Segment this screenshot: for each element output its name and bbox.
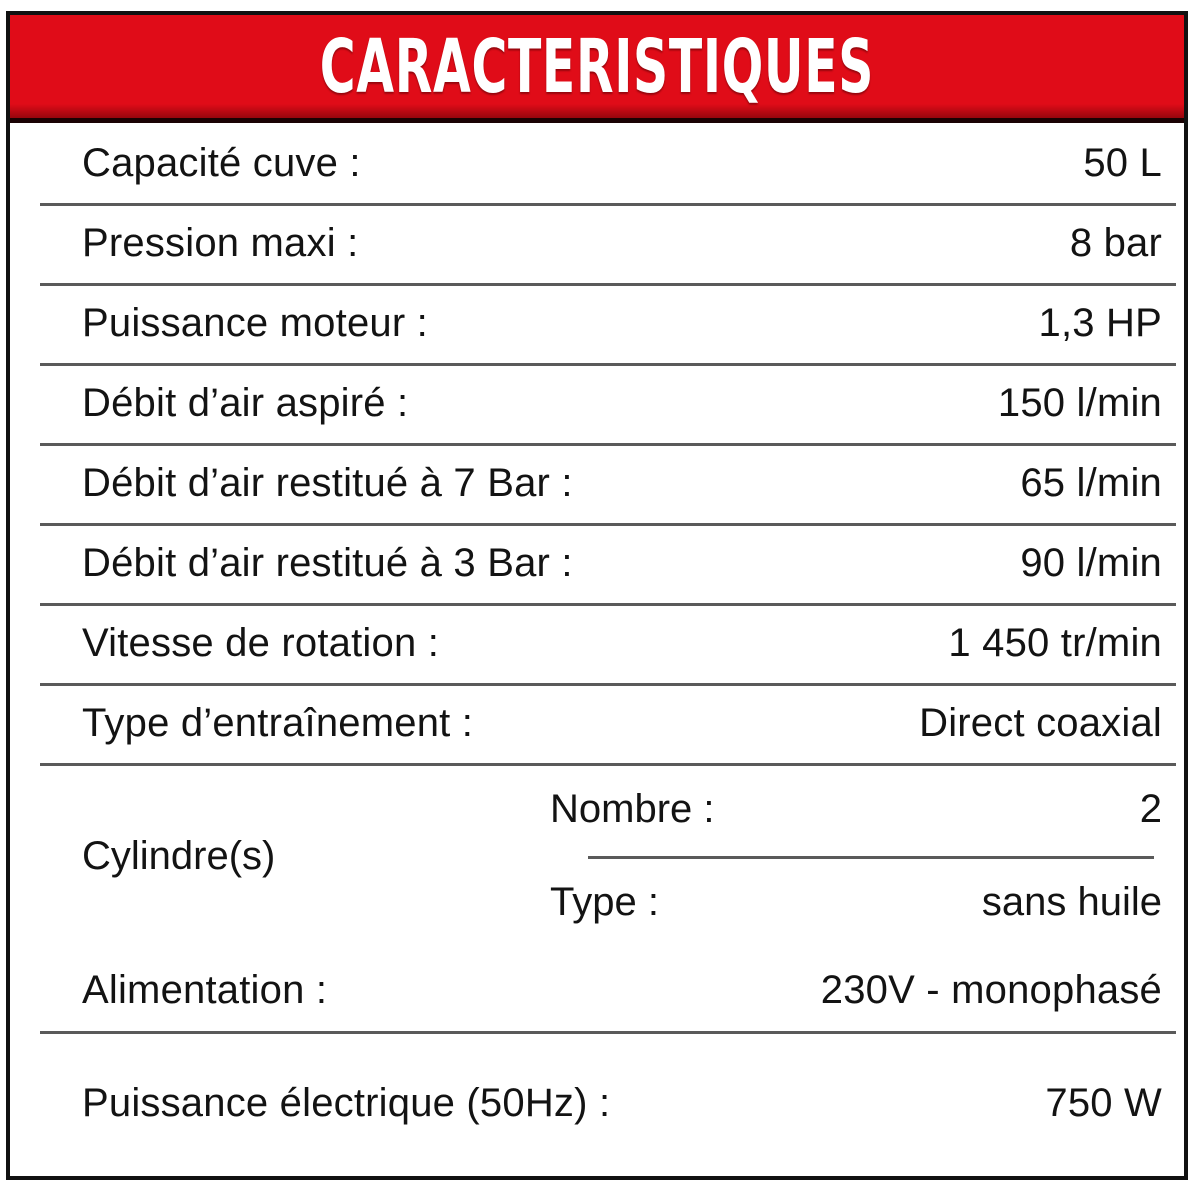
spec-sublabel: Nombre : xyxy=(550,787,715,831)
table-row: Alimentation : 230V - monophasé xyxy=(10,949,1184,1031)
spec-value: 50 L xyxy=(1083,140,1162,185)
spec-subvalue: sans huile xyxy=(981,880,1162,924)
spec-value: Direct coaxial xyxy=(919,700,1162,745)
table-subrow: Type : sans huile xyxy=(550,856,1162,949)
spec-label: Puissance moteur : xyxy=(82,300,428,345)
table-row: Puissance électrique (50Hz) : 750 W xyxy=(10,1031,1184,1176)
table-row: Pression maxi : 8 bar xyxy=(10,203,1184,283)
table-row: Débit d’air restitué à 7 Bar : 65 l/min xyxy=(10,443,1184,523)
spec-label: Alimentation : xyxy=(82,967,328,1012)
spec-label: Débit d’air restitué à 3 Bar : xyxy=(82,540,573,585)
table-subrow: Nombre : 2 xyxy=(550,763,1162,856)
spec-label: Capacité cuve : xyxy=(82,140,361,185)
page-title: CARACTERISTIQUES xyxy=(319,23,875,110)
spec-label: Débit d’air restitué à 7 Bar : xyxy=(82,460,573,505)
spec-table: Capacité cuve : 50 L Pression maxi : 8 b… xyxy=(10,123,1184,1176)
spec-value: 1 450 tr/min xyxy=(948,620,1162,665)
spec-value: 150 l/min xyxy=(997,380,1162,425)
spec-value: 1,3 HP xyxy=(1038,300,1162,345)
spec-sublabel: Type : xyxy=(550,880,659,924)
header-banner: CARACTERISTIQUES xyxy=(10,15,1184,123)
spec-value: 230V - monophasé xyxy=(820,967,1162,1012)
table-row: Capacité cuve : 50 L xyxy=(10,123,1184,203)
spec-label-cylinders: Cylindre(s) xyxy=(82,833,276,878)
table-row: Débit d’air aspiré : 150 l/min xyxy=(10,363,1184,443)
table-row-cylinders: Cylindre(s) Nombre : 2 Type : sans huile xyxy=(10,763,1184,949)
spec-label: Type d’entraînement : xyxy=(82,700,474,745)
table-row: Type d’entraînement : Direct coaxial xyxy=(10,683,1184,763)
table-row: Débit d’air restitué à 3 Bar : 90 l/min xyxy=(10,523,1184,603)
spec-label: Vitesse de rotation : xyxy=(82,620,440,665)
spec-value: 8 bar xyxy=(1069,220,1162,265)
specifications-card: CARACTERISTIQUES Capacité cuve : 50 L Pr… xyxy=(6,11,1188,1180)
table-row: Puissance moteur : 1,3 HP xyxy=(10,283,1184,363)
spec-value: 65 l/min xyxy=(1020,460,1162,505)
spec-subvalue: 2 xyxy=(1139,787,1162,831)
table-row: Vitesse de rotation : 1 450 tr/min xyxy=(10,603,1184,683)
spec-label: Puissance électrique (50Hz) : xyxy=(82,1081,611,1125)
spec-label: Pression maxi : xyxy=(82,220,359,265)
spec-value: 90 l/min xyxy=(1020,540,1162,585)
spec-value: 750 W xyxy=(1045,1081,1162,1125)
spec-label: Débit d’air aspiré : xyxy=(82,380,409,425)
cylinder-subrows: Nombre : 2 Type : sans huile xyxy=(550,763,1162,949)
